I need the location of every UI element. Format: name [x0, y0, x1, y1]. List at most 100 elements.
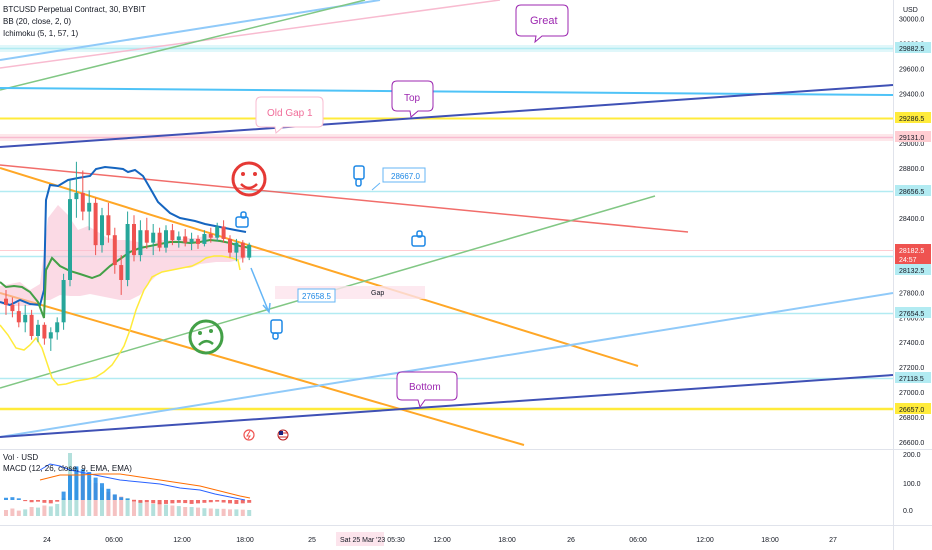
macd-bar	[23, 500, 28, 502]
macd-bar	[125, 498, 130, 500]
worried-face-icon[interactable]	[188, 319, 224, 355]
macd-bar	[29, 500, 34, 503]
candle	[247, 242, 252, 261]
candle	[164, 225, 168, 253]
volume-bar	[10, 508, 15, 516]
volume-bar	[202, 508, 207, 516]
callout-great[interactable]: Great	[515, 4, 569, 44]
candle	[144, 217, 149, 249]
callout-top[interactable]: Top	[391, 80, 434, 118]
price-tick-label: 28800.0	[899, 166, 924, 173]
macd-bar	[42, 500, 47, 503]
trendline-orange-lower[interactable]	[0, 292, 525, 446]
volume-bar	[55, 504, 60, 516]
candle	[16, 302, 21, 328]
price-tag-label: 28182.5	[899, 248, 924, 255]
macd-bar	[234, 500, 239, 504]
macd-bar	[106, 488, 111, 500]
price-callout-lower[interactable]: 27658.5	[297, 288, 336, 303]
callout-bottom-label: Bottom	[409, 382, 441, 393]
time-tick-label: 06:00	[629, 537, 647, 544]
candle	[132, 215, 136, 262]
candle-body	[100, 215, 104, 246]
bb-legend[interactable]: BB (20, close, 2, 0)	[3, 17, 72, 26]
us-flag-event-icon[interactable]	[277, 429, 289, 441]
thumbs-up-icon[interactable]	[411, 230, 426, 247]
macd-legend[interactable]: MACD (12, 26, close, 9, EMA, EMA)	[3, 464, 132, 473]
trendline-green-top[interactable]	[0, 0, 366, 91]
candle	[170, 224, 175, 246]
trendline-navy-upper[interactable]	[0, 84, 894, 148]
ichimoku-legend[interactable]: Ichimoku (5, 1, 57, 1)	[3, 29, 79, 38]
candle	[196, 235, 200, 249]
macd-bar	[208, 500, 213, 503]
volume-bar	[138, 501, 143, 516]
volume-bar	[42, 505, 47, 516]
candle-body	[106, 215, 111, 236]
price-tag-label: 28132.5	[899, 268, 924, 275]
trendline-cyan-horizontal[interactable]	[0, 87, 894, 96]
symbol-legend[interactable]: BTCUSD Perpetual Contract, 30, BYBIT	[3, 5, 146, 14]
volume-bar	[183, 507, 188, 516]
time-axis[interactable]: 24 06:00 12:00 18:00 25 12:00 18:00 26 06:00 12:0…	[43, 537, 837, 544]
volume-bar	[4, 510, 8, 516]
candle-body	[74, 192, 79, 200]
price-tag-label: 26657.0	[899, 407, 924, 414]
thumbs-down-icon[interactable]	[353, 165, 365, 187]
macd-bar	[100, 483, 104, 500]
price-tag-box	[895, 131, 931, 142]
price-tag-label: 27654.5	[899, 311, 924, 318]
price-tag-label: 29131.0	[899, 135, 924, 142]
callout-old-gap[interactable]: Old Gap 1	[255, 96, 324, 134]
candle-body	[36, 324, 40, 336]
candle	[228, 235, 232, 258]
price-tick-label: 26800.0	[899, 415, 924, 422]
macd-bar	[36, 500, 40, 502]
candle	[36, 319, 40, 343]
candle-body	[61, 280, 66, 323]
trendline-orange-upper[interactable]	[0, 167, 639, 367]
candle-body	[234, 242, 239, 253]
trendline-light-blue-lower[interactable]	[0, 292, 894, 438]
trendline-pink-top[interactable]	[0, 0, 501, 69]
vol-legend[interactable]: Vol · USD	[3, 453, 39, 462]
candle	[23, 304, 28, 333]
volume-axis[interactable]: 200.0 100.0 0.0	[903, 452, 921, 515]
trendline-light-blue-top[interactable]	[0, 0, 381, 61]
trendline-navy-lower[interactable]	[0, 374, 894, 438]
price-tag-box	[895, 372, 931, 383]
candle-body	[247, 244, 252, 258]
macd-bar	[132, 500, 136, 502]
currency-label: USD	[903, 7, 918, 14]
candle	[215, 222, 220, 242]
macd-bar	[183, 500, 188, 504]
candle-body	[80, 192, 85, 212]
thumbs-up-icon[interactable]	[235, 211, 249, 228]
candle-body	[87, 202, 92, 212]
lightning-event-icon[interactable]	[243, 429, 255, 441]
ichimoku-lagging-span	[0, 255, 241, 386]
candle-body	[132, 224, 136, 256]
price-tag-box	[895, 42, 931, 53]
price-tag-label: 24:57	[899, 257, 917, 264]
price-tag-label: 29286.5	[899, 116, 924, 123]
price-tag-box	[895, 112, 931, 123]
trendline-red[interactable]	[0, 164, 689, 233]
candle-body	[93, 202, 98, 246]
price-callout-lower-label: 27658.5	[302, 292, 331, 301]
price-axis[interactable]: 30000.029800.029600.029400.029200.029000…	[895, 17, 931, 447]
price-callout-upper[interactable]: 28667.0	[382, 167, 426, 183]
happy-face-icon[interactable]	[231, 161, 267, 197]
candle	[176, 231, 181, 248]
thumbs-down-icon[interactable]	[270, 319, 283, 340]
time-tick-label: 06:00	[105, 537, 123, 544]
candle	[55, 317, 60, 340]
callout-bottom[interactable]: Bottom	[396, 371, 458, 409]
candle-body	[138, 230, 143, 256]
price-tick-label: 30000.0	[899, 17, 924, 24]
volume-bar	[176, 506, 181, 516]
candle-body	[176, 236, 181, 241]
candle-body	[29, 314, 34, 336]
macd-bar	[138, 500, 143, 503]
